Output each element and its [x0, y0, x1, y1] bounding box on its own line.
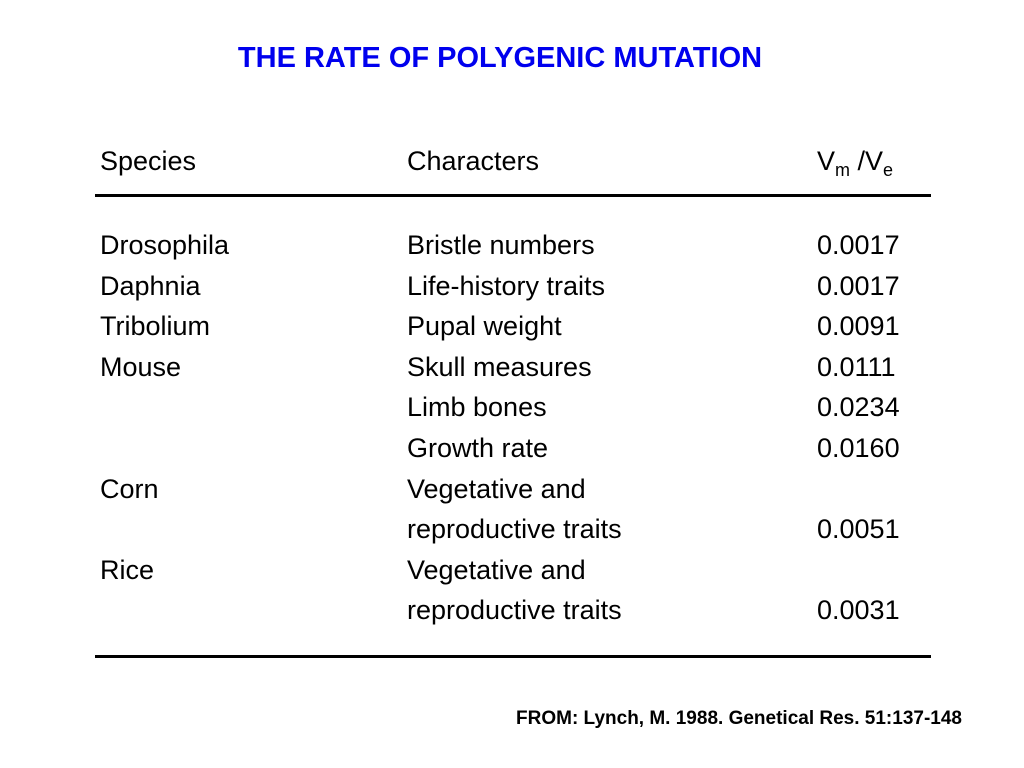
- table-row: Rice Vegetative and: [95, 550, 931, 591]
- value-cell: 0.0111: [817, 351, 896, 382]
- value-cell: 0.0160: [817, 432, 900, 463]
- value-cell: 0.0017: [817, 230, 900, 260]
- table-row: Limb bones 0.0234: [95, 387, 931, 428]
- table-row: Drosophila Bristle numbers 0.0017: [95, 225, 931, 266]
- species-cell: Tribolium: [100, 311, 211, 342]
- value-cell: 0.0017: [817, 270, 900, 301]
- table-row: reproductive traits 0.0031: [95, 590, 931, 631]
- character-cell: Growth rate: [407, 432, 549, 463]
- table-body: Drosophila Bristle numbers 0.0017 Daphni…: [95, 225, 931, 631]
- table-row: Tribolium Pupal weight 0.0091: [95, 306, 931, 347]
- species-cell: Drosophila: [100, 230, 230, 260]
- header-vm-ve: Vm /Ve: [817, 141, 893, 185]
- species-cell: Daphnia: [100, 270, 201, 301]
- character-cell: Vegetative and: [407, 473, 586, 504]
- value-cell: 0.0234: [817, 392, 900, 423]
- character-cell: Vegetative and: [407, 554, 586, 585]
- header-ratio-v: V: [817, 146, 836, 176]
- header-ratio-sub-m: m: [835, 160, 851, 180]
- source-citation: FROM: Lynch, M. 1988. Genetical Res. 51:…: [516, 708, 962, 729]
- character-cell: reproductive traits: [407, 595, 622, 626]
- species-cell: Mouse: [100, 351, 182, 382]
- value-cell: 0.0091: [817, 311, 900, 342]
- table-row: Mouse Skull measures 0.0111: [95, 347, 931, 388]
- header-ratio-mid: /V: [850, 146, 884, 176]
- character-cell: Limb bones: [407, 392, 547, 423]
- page-title: THE RATE OF POLYGENIC MUTATION: [237, 42, 763, 74]
- table-row: Growth rate 0.0160: [95, 428, 931, 469]
- character-cell: reproductive traits: [407, 514, 622, 545]
- table-header-row: Species Characters Vm /Ve: [95, 140, 931, 194]
- value-cell: 0.0051: [817, 514, 900, 545]
- table-row: Daphnia Life-history traits 0.0017: [95, 266, 931, 307]
- table-bottom-divider: [95, 655, 931, 658]
- mutation-rate-table: Species Characters Vm /Ve Drosophila Bri…: [95, 140, 931, 658]
- table-row: Corn Vegetative and: [95, 469, 931, 510]
- species-cell: Rice: [100, 554, 155, 585]
- character-cell: Bristle numbers: [407, 230, 595, 260]
- table-row: reproductive traits 0.0051: [95, 509, 931, 550]
- character-cell: Skull measures: [407, 351, 592, 382]
- header-characters: Characters: [407, 146, 540, 176]
- header-species: Species: [100, 146, 197, 176]
- header-ratio-sub-e: e: [883, 160, 894, 180]
- character-cell: Pupal weight: [407, 311, 562, 342]
- character-cell: Life-history traits: [407, 270, 606, 301]
- header-divider: [95, 194, 931, 197]
- species-cell: Corn: [100, 473, 159, 504]
- value-cell: 0.0031: [817, 595, 900, 626]
